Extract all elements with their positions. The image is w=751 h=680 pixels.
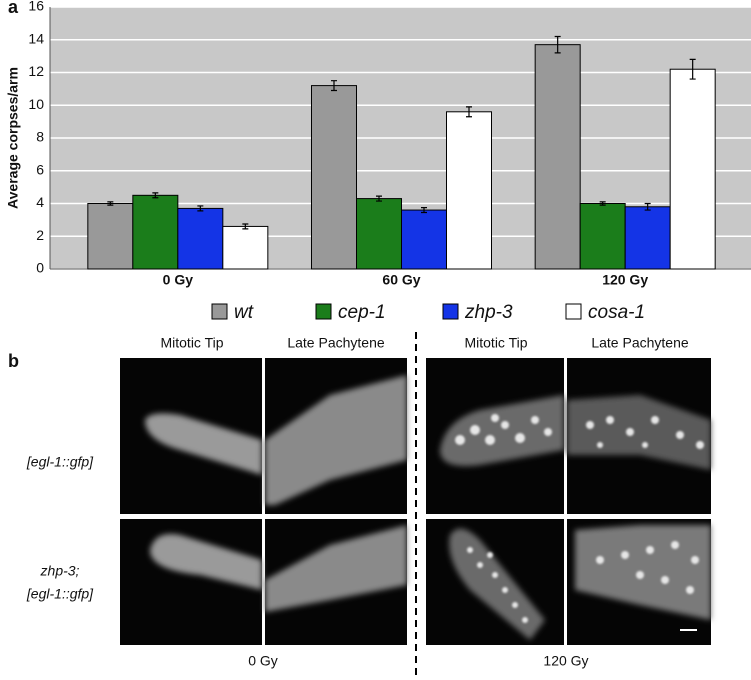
- bar: [177, 207, 224, 270]
- panel-label: b: [8, 351, 19, 371]
- y-tick-label: 10: [28, 96, 44, 112]
- x-tick-label: 120 Gy: [602, 272, 648, 288]
- error-bar: [242, 223, 249, 230]
- error-bar: [644, 202, 651, 211]
- gonad: [265, 375, 407, 505]
- dose-label: 120 Gy: [543, 653, 588, 669]
- bar: [311, 85, 357, 270]
- gonad: [150, 534, 262, 590]
- dose-label: 0 Gy: [248, 653, 278, 669]
- gonad: [145, 413, 262, 475]
- legend-swatch: [315, 303, 332, 320]
- error-bar: [152, 192, 159, 199]
- gonad: [567, 395, 711, 470]
- bar: [356, 198, 402, 270]
- error-bar: [197, 205, 204, 212]
- row-label: zhp-3;: [40, 563, 80, 579]
- error-bar: [466, 106, 472, 118]
- micrographs: [120, 358, 711, 645]
- x-tick-label: 60 Gy: [382, 272, 420, 288]
- column-header: Late Pachytene: [287, 335, 385, 351]
- error-bar: [107, 201, 114, 206]
- legend-label: zhp-3: [464, 302, 513, 323]
- legend-label: wt: [234, 302, 254, 323]
- column-header: Mitotic Tip: [160, 335, 223, 351]
- y-tick-label: 6: [36, 161, 44, 177]
- y-tick-label: 2: [36, 227, 44, 243]
- gonad: [265, 525, 407, 612]
- legend-swatch: [442, 303, 459, 320]
- y-tick-label: 14: [28, 30, 44, 46]
- y-tick-label: 8: [36, 129, 44, 145]
- y-tick-label: 4: [36, 194, 44, 210]
- y-tick-label: 0: [36, 260, 44, 276]
- legend-label: cep-1: [338, 302, 386, 323]
- error-bar: [689, 58, 696, 80]
- y-axis-label: Average corpses/arm: [5, 67, 21, 209]
- error-bar: [376, 195, 382, 202]
- bar: [222, 225, 269, 270]
- bar: [669, 68, 716, 270]
- error-bar: [331, 80, 337, 92]
- legend-label: cosa-1: [588, 302, 645, 323]
- legend-swatch: [211, 303, 228, 320]
- nuclei: [455, 414, 704, 623]
- gonad: [449, 528, 545, 640]
- column-header: Late Pachytene: [591, 335, 689, 351]
- row-label: [egl-1::gfp]: [26, 454, 94, 470]
- legend-swatch: [565, 303, 582, 320]
- bar: [534, 44, 581, 270]
- panel-label: a: [8, 0, 19, 17]
- column-header: Mitotic Tip: [464, 335, 527, 351]
- error-bar: [554, 35, 561, 54]
- bar: [87, 203, 134, 270]
- error-bar: [599, 201, 606, 206]
- error-bar: [421, 206, 427, 214]
- y-tick-label: 16: [28, 0, 44, 14]
- row-label: [egl-1::gfp]: [26, 586, 94, 602]
- y-tick-label: 12: [28, 63, 44, 79]
- gonad: [440, 395, 564, 466]
- bar: [579, 203, 626, 270]
- bar: [132, 194, 179, 270]
- bar: [401, 209, 447, 270]
- bar: [624, 206, 671, 270]
- bar: [446, 111, 492, 270]
- x-tick-label: 0 Gy: [163, 272, 194, 288]
